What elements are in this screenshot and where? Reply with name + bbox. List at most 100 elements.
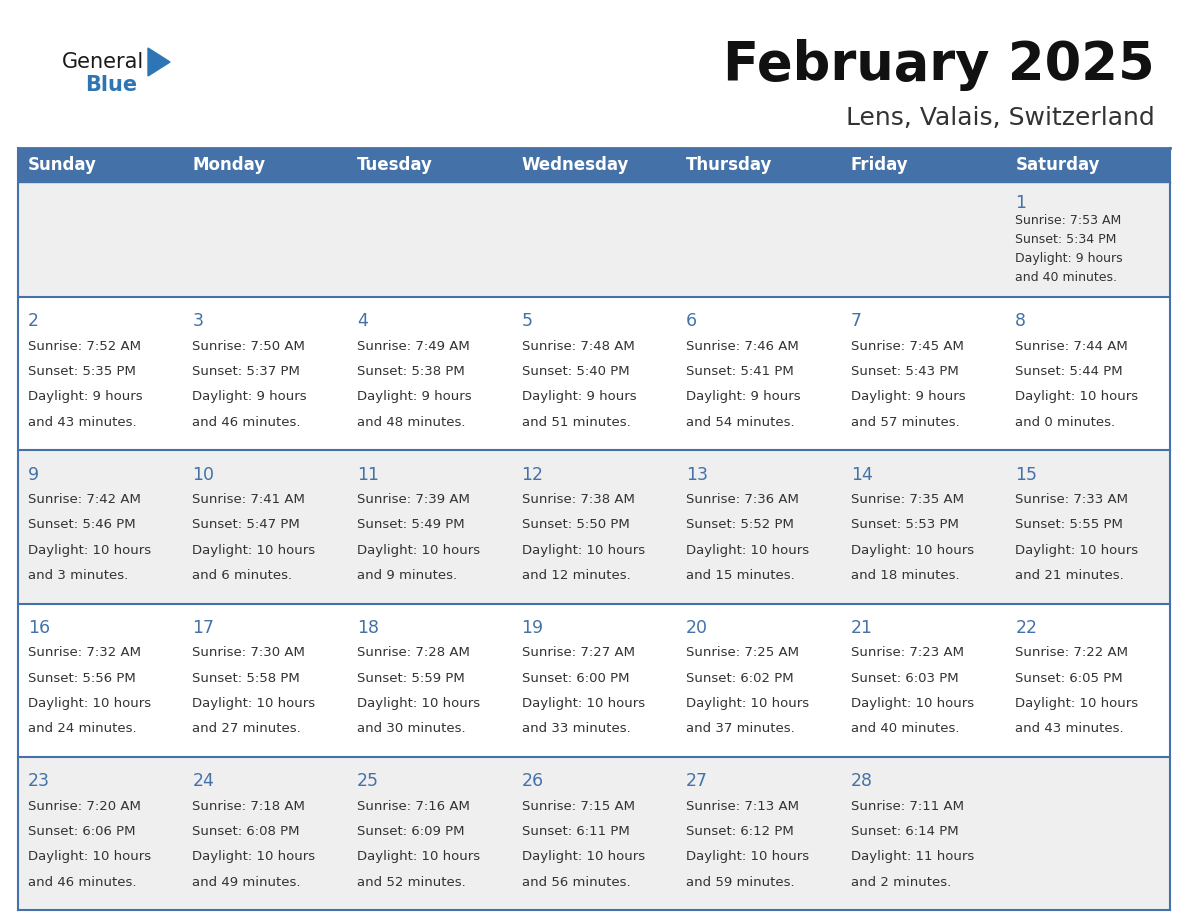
Text: 17: 17	[192, 619, 215, 637]
Text: 4: 4	[358, 312, 368, 330]
Text: 12: 12	[522, 465, 544, 484]
Text: 3: 3	[192, 312, 203, 330]
Text: Sunset: 6:03 PM: Sunset: 6:03 PM	[851, 672, 959, 685]
Text: Sunrise: 7:20 AM: Sunrise: 7:20 AM	[27, 800, 140, 812]
Text: Daylight: 10 hours: Daylight: 10 hours	[192, 697, 316, 710]
Text: Sunrise: 7:46 AM: Sunrise: 7:46 AM	[687, 340, 798, 353]
Text: Sunrise: 7:28 AM: Sunrise: 7:28 AM	[358, 646, 470, 659]
Bar	[18, 756, 1170, 910]
Text: and 18 minutes.: and 18 minutes.	[851, 569, 960, 582]
Text: and 37 minutes.: and 37 minutes.	[687, 722, 795, 735]
Text: Daylight: 10 hours: Daylight: 10 hours	[358, 543, 480, 556]
Text: 11: 11	[358, 465, 379, 484]
Text: 28: 28	[851, 772, 873, 790]
Text: Daylight: 10 hours: Daylight: 10 hours	[1016, 390, 1138, 404]
Text: Sunrise: 7:23 AM: Sunrise: 7:23 AM	[851, 646, 963, 659]
Text: and 57 minutes.: and 57 minutes.	[851, 416, 960, 429]
Text: Daylight: 9 hours: Daylight: 9 hours	[687, 390, 801, 404]
Text: 15: 15	[1016, 465, 1037, 484]
Text: Daylight: 10 hours: Daylight: 10 hours	[192, 543, 316, 556]
Text: 23: 23	[27, 772, 50, 790]
Text: Daylight: 9 hours: Daylight: 9 hours	[522, 390, 637, 404]
Text: Daylight: 9 hours: Daylight: 9 hours	[851, 390, 966, 404]
Text: Daylight: 10 hours: Daylight: 10 hours	[192, 850, 316, 863]
Text: Daylight: 9 hours: Daylight: 9 hours	[358, 390, 472, 404]
Text: General: General	[62, 52, 144, 72]
Text: and 46 minutes.: and 46 minutes.	[27, 876, 137, 889]
Text: 27: 27	[687, 772, 708, 790]
Text: Sunrise: 7:49 AM: Sunrise: 7:49 AM	[358, 340, 469, 353]
Text: Daylight: 10 hours: Daylight: 10 hours	[358, 697, 480, 710]
Bar	[18, 182, 1170, 297]
Text: Sunset: 5:38 PM: Sunset: 5:38 PM	[358, 365, 465, 378]
Text: Sunset: 5:34 PM: Sunset: 5:34 PM	[1016, 233, 1117, 246]
Text: Sunrise: 7:27 AM: Sunrise: 7:27 AM	[522, 646, 634, 659]
Text: Daylight: 10 hours: Daylight: 10 hours	[358, 850, 480, 863]
Text: Daylight: 11 hours: Daylight: 11 hours	[851, 850, 974, 863]
Text: Sunrise: 7:35 AM: Sunrise: 7:35 AM	[851, 493, 963, 506]
Text: 14: 14	[851, 465, 873, 484]
Bar	[676, 148, 841, 182]
Text: Sunset: 5:55 PM: Sunset: 5:55 PM	[1016, 519, 1123, 532]
Text: Daylight: 10 hours: Daylight: 10 hours	[1016, 697, 1138, 710]
Text: and 52 minutes.: and 52 minutes.	[358, 876, 466, 889]
Bar	[1005, 148, 1170, 182]
Bar	[183, 148, 347, 182]
Text: Daylight: 10 hours: Daylight: 10 hours	[27, 697, 151, 710]
Text: Daylight: 10 hours: Daylight: 10 hours	[1016, 543, 1138, 556]
Text: Sunrise: 7:30 AM: Sunrise: 7:30 AM	[192, 646, 305, 659]
Text: and 54 minutes.: and 54 minutes.	[687, 416, 795, 429]
Text: 26: 26	[522, 772, 544, 790]
Text: 19: 19	[522, 619, 544, 637]
Text: Sunset: 5:43 PM: Sunset: 5:43 PM	[851, 365, 959, 378]
Text: 6: 6	[687, 312, 697, 330]
Text: 22: 22	[1016, 619, 1037, 637]
Text: and 3 minutes.: and 3 minutes.	[27, 569, 128, 582]
Text: Wednesday: Wednesday	[522, 156, 628, 174]
Text: Saturday: Saturday	[1016, 156, 1100, 174]
Text: Sunrise: 7:41 AM: Sunrise: 7:41 AM	[192, 493, 305, 506]
Text: 7: 7	[851, 312, 861, 330]
Text: and 56 minutes.: and 56 minutes.	[522, 876, 630, 889]
Text: 24: 24	[192, 772, 214, 790]
Text: Sunset: 5:37 PM: Sunset: 5:37 PM	[192, 365, 301, 378]
Text: 1: 1	[1016, 194, 1026, 211]
Text: Sunset: 6:12 PM: Sunset: 6:12 PM	[687, 825, 794, 838]
Text: and 40 minutes.: and 40 minutes.	[1016, 271, 1117, 285]
Bar	[18, 450, 1170, 603]
Text: Sunset: 5:58 PM: Sunset: 5:58 PM	[192, 672, 301, 685]
Text: Sunrise: 7:38 AM: Sunrise: 7:38 AM	[522, 493, 634, 506]
Text: Sunset: 5:53 PM: Sunset: 5:53 PM	[851, 519, 959, 532]
Text: Sunrise: 7:33 AM: Sunrise: 7:33 AM	[1016, 493, 1129, 506]
Text: Sunset: 5:40 PM: Sunset: 5:40 PM	[522, 365, 630, 378]
Text: and 21 minutes.: and 21 minutes.	[1016, 569, 1124, 582]
Text: Sunrise: 7:36 AM: Sunrise: 7:36 AM	[687, 493, 800, 506]
Text: Sunset: 5:50 PM: Sunset: 5:50 PM	[522, 519, 630, 532]
Text: and 51 minutes.: and 51 minutes.	[522, 416, 631, 429]
Text: and 12 minutes.: and 12 minutes.	[522, 569, 631, 582]
Text: and 46 minutes.: and 46 minutes.	[192, 416, 301, 429]
Text: 25: 25	[358, 772, 379, 790]
Text: Sunrise: 7:15 AM: Sunrise: 7:15 AM	[522, 800, 634, 812]
Text: Daylight: 10 hours: Daylight: 10 hours	[851, 543, 974, 556]
Text: 20: 20	[687, 619, 708, 637]
Text: Sunset: 6:00 PM: Sunset: 6:00 PM	[522, 672, 630, 685]
Text: and 59 minutes.: and 59 minutes.	[687, 876, 795, 889]
Text: and 9 minutes.: and 9 minutes.	[358, 569, 457, 582]
Text: Tuesday: Tuesday	[358, 156, 432, 174]
Text: Sunset: 6:05 PM: Sunset: 6:05 PM	[1016, 672, 1123, 685]
Text: and 49 minutes.: and 49 minutes.	[192, 876, 301, 889]
Bar	[18, 603, 1170, 756]
Text: Sunset: 6:02 PM: Sunset: 6:02 PM	[687, 672, 794, 685]
Text: Sunset: 5:52 PM: Sunset: 5:52 PM	[687, 519, 794, 532]
Text: Daylight: 9 hours: Daylight: 9 hours	[192, 390, 307, 404]
Text: Sunrise: 7:42 AM: Sunrise: 7:42 AM	[27, 493, 140, 506]
Bar	[841, 148, 1005, 182]
Text: Sunset: 5:35 PM: Sunset: 5:35 PM	[27, 365, 135, 378]
Text: Sunset: 6:11 PM: Sunset: 6:11 PM	[522, 825, 630, 838]
Text: February 2025: February 2025	[723, 39, 1155, 91]
Text: and 2 minutes.: and 2 minutes.	[851, 876, 950, 889]
Text: Sunrise: 7:25 AM: Sunrise: 7:25 AM	[687, 646, 800, 659]
Text: Sunrise: 7:53 AM: Sunrise: 7:53 AM	[1016, 214, 1121, 227]
Text: Daylight: 10 hours: Daylight: 10 hours	[851, 697, 974, 710]
